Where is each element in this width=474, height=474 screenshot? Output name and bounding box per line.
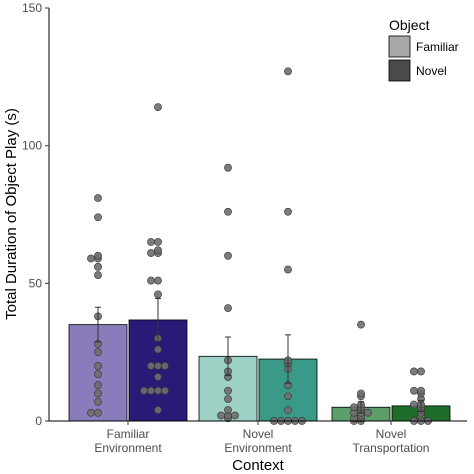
y-ticks: 0 50 100 150 xyxy=(22,1,49,428)
chart-marks xyxy=(68,67,451,425)
x-axis-title: Context xyxy=(232,457,285,474)
data-point xyxy=(94,213,102,222)
y-tick-label: 0 xyxy=(35,414,42,428)
data-point xyxy=(357,320,365,329)
data-point xyxy=(224,406,232,414)
data-point xyxy=(154,345,162,354)
data-point xyxy=(284,67,292,76)
data-point xyxy=(217,411,225,420)
data-point xyxy=(224,386,232,395)
x-tick-label-line2: Environment xyxy=(94,441,162,455)
y-tick-label: 50 xyxy=(29,276,43,290)
data-point xyxy=(94,262,102,271)
y-tick-label: 100 xyxy=(22,139,42,153)
data-point xyxy=(94,370,102,379)
legend-swatch-familiar xyxy=(388,35,411,58)
data-point xyxy=(364,408,372,417)
data-point xyxy=(224,163,232,172)
data-point xyxy=(161,386,169,395)
data-point xyxy=(87,254,95,263)
legend: Object Familiar Novel xyxy=(388,17,459,82)
data-point xyxy=(147,249,155,257)
data-point xyxy=(147,362,155,370)
data-point xyxy=(410,386,418,395)
data-point xyxy=(154,246,162,255)
data-point xyxy=(154,406,162,414)
data-point xyxy=(284,392,292,401)
data-point xyxy=(154,238,162,246)
data-point xyxy=(94,397,102,406)
data-point xyxy=(410,367,418,376)
data-point xyxy=(154,362,162,370)
x-tick-label-line1: Familiar xyxy=(107,427,150,441)
data-point xyxy=(147,386,155,395)
data-point xyxy=(224,395,232,403)
data-point xyxy=(350,403,358,412)
legend-title: Object xyxy=(389,17,430,33)
data-point xyxy=(417,386,425,395)
data-point xyxy=(94,194,102,202)
legend-label-familiar: Familiar xyxy=(416,40,459,54)
y-axis-title: Total Duration of Object Play (s) xyxy=(3,108,20,320)
data-point xyxy=(154,290,162,299)
data-point xyxy=(224,304,232,313)
data-point xyxy=(94,408,102,417)
data-point xyxy=(224,251,232,260)
data-point xyxy=(140,386,148,395)
x-tick-label-line2: Transportation xyxy=(353,441,430,455)
data-point xyxy=(94,271,102,279)
data-point xyxy=(161,362,169,370)
data-point xyxy=(147,276,155,285)
x-tick-label-line1: Novel xyxy=(376,427,407,441)
x-tick-label-line1: Novel xyxy=(243,427,274,441)
data-point xyxy=(94,362,102,370)
data-point xyxy=(94,251,102,260)
data-point xyxy=(231,411,239,420)
data-point xyxy=(94,389,102,398)
data-point xyxy=(284,207,292,216)
data-point xyxy=(87,408,95,417)
data-point xyxy=(357,389,365,398)
x-ticks: FamiliarEnvironmentNovelEnvironmentNovel… xyxy=(94,421,429,455)
data-point xyxy=(94,381,102,390)
data-point xyxy=(410,400,418,409)
data-point xyxy=(154,103,162,112)
data-point xyxy=(154,276,162,285)
data-point xyxy=(417,367,425,376)
data-point xyxy=(94,348,102,357)
data-point xyxy=(284,406,292,414)
data-point xyxy=(154,373,162,381)
data-point xyxy=(224,207,232,216)
legend-swatch-novel xyxy=(388,59,411,82)
data-point xyxy=(147,238,155,246)
data-point xyxy=(154,386,162,395)
legend-label-novel: Novel xyxy=(416,64,447,78)
x-tick-label-line2: Environment xyxy=(224,441,292,455)
y-tick-label: 150 xyxy=(22,1,42,15)
data-point xyxy=(284,265,292,274)
